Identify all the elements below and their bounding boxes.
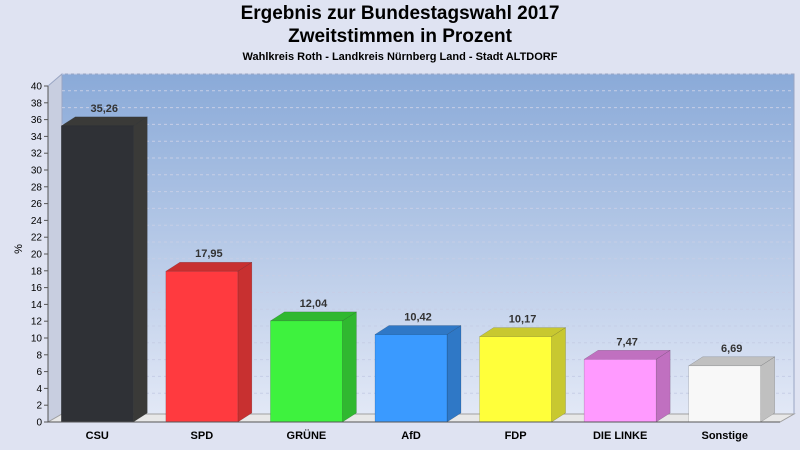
y-tick-label: 18	[31, 266, 43, 277]
y-tick-label: 40	[31, 82, 43, 93]
bar-die-linke	[583, 349, 671, 423]
bars	[60, 116, 776, 423]
value-label: 10,42	[404, 311, 432, 323]
value-label: 35,26	[91, 103, 119, 115]
y-tick-label: 4	[36, 384, 42, 395]
y-tick-label: 0	[36, 418, 42, 429]
value-label: 10,17	[509, 314, 537, 326]
bar-grüne	[269, 311, 358, 423]
category-label: GRÜNE	[287, 429, 327, 442]
bar-front	[270, 320, 343, 423]
y-tick-label: 12	[31, 317, 43, 328]
bar-side	[133, 116, 148, 423]
bar-afd	[374, 325, 462, 423]
bar-top	[269, 311, 358, 322]
bar-side	[237, 261, 253, 423]
bar-front	[165, 270, 239, 423]
y-tick-label: 26	[31, 199, 43, 210]
bar-front	[583, 359, 657, 423]
y-tick-label: 28	[31, 182, 43, 193]
bar-csu	[60, 116, 149, 423]
x-axis: CSU SPD GRÜNE AfD FDP DIE LINKE Sonstige	[48, 421, 780, 442]
category-label: DIE LINKE	[593, 430, 647, 442]
y-tick-label: 16	[31, 283, 43, 294]
y-axis-label: %	[13, 244, 25, 254]
value-label: 7,47	[616, 336, 637, 348]
y-tick-label: 24	[31, 216, 43, 227]
bar-front	[374, 334, 448, 423]
bar-top	[374, 325, 462, 335]
y-tick-label: 38	[31, 98, 43, 109]
category-label: Sonstige	[701, 430, 747, 442]
bar-front	[61, 125, 134, 423]
category-label: CSU	[86, 430, 109, 442]
bar-top	[165, 261, 253, 272]
plot-side-wall	[47, 72, 63, 423]
bar-front	[688, 365, 761, 423]
bar-side	[342, 311, 357, 423]
bar-spd	[165, 261, 253, 423]
bar-top	[60, 116, 149, 127]
category-label: SPD	[191, 430, 214, 442]
bar-side	[446, 325, 462, 423]
y-tick-label: 6	[36, 367, 42, 378]
bar-fdp	[478, 327, 567, 423]
bar-top	[583, 350, 671, 360]
value-labels: 35,26 17,95 12,04 10,42 10,17 7,47 6,69	[91, 103, 743, 355]
bar-top	[687, 356, 776, 367]
bar-front	[479, 336, 552, 423]
y-tick-label: 30	[31, 166, 43, 177]
y-tick-label: 32	[31, 149, 43, 160]
chart-header: Ergebnis zur Bundestagswahl 2017 Zweitst…	[0, 2, 800, 64]
category-label: FDP	[505, 430, 527, 442]
y-tick-label: 34	[31, 132, 43, 143]
chart-caption: Wahlkreis Roth - Landkreis Nürnberg Land…	[242, 51, 558, 63]
bar-top	[478, 327, 567, 337]
value-label: 6,69	[721, 343, 742, 355]
bar-side	[551, 327, 566, 423]
value-label: 17,95	[195, 248, 223, 260]
y-tick-label: 22	[31, 233, 43, 244]
value-label: 12,04	[300, 298, 328, 310]
chart-subtitle: Zweitstimmen in Prozent	[288, 26, 512, 47]
bar-side	[655, 349, 671, 423]
category-label: AfD	[401, 430, 421, 442]
y-tick-label: 10	[31, 334, 43, 345]
y-tick-label: 14	[31, 300, 43, 311]
chart-title: Ergebnis zur Bundestagswahl 2017	[240, 3, 560, 24]
y-tick-label: 20	[31, 250, 43, 261]
y-tick-label: 2	[36, 401, 42, 412]
y-tick-label: 8	[36, 350, 42, 361]
bar-sonstige	[687, 356, 776, 423]
bar-side	[760, 356, 775, 423]
y-tick-label: 36	[31, 115, 43, 126]
